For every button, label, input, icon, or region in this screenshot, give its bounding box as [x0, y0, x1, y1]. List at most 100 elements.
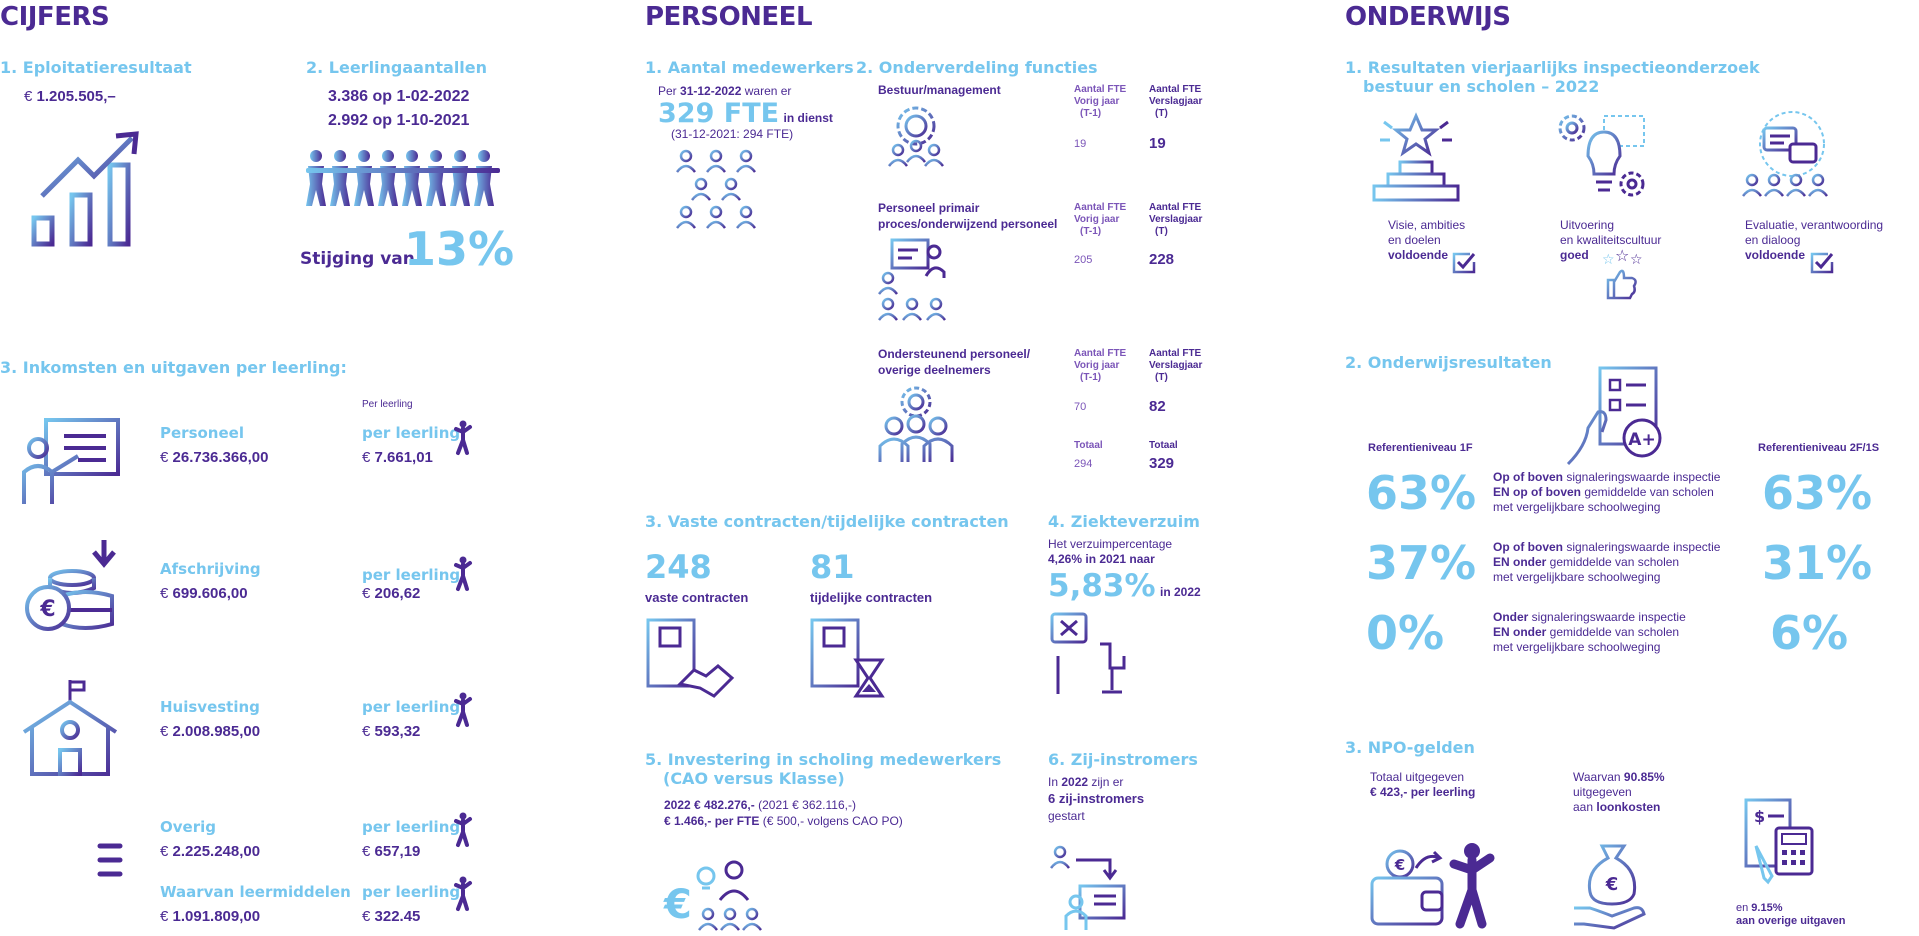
verzuim-line1: Het verzuimpercentage: [1048, 537, 1173, 551]
result-right-value: 63%: [1762, 466, 1873, 520]
result-right-value: 31%: [1762, 536, 1873, 590]
functie-cur-value: 228: [1149, 251, 1175, 268]
inkomsten-row-overig: Overig € 2.225.248,00: [160, 818, 261, 860]
stars-thumbs-up-icon: ☆ ☆ ☆: [1602, 246, 1643, 300]
tijdelijk-label: tijdelijke contracten: [810, 590, 933, 605]
functie-prev-value: 19: [1074, 138, 1087, 150]
leerlingen-line2: 2.992 op 1-10-2021: [328, 112, 470, 129]
inspectie-item-visie: Visie, ambities en doelen voldoende: [1388, 218, 1466, 262]
zij-line2: 6 zij-instromers: [1048, 791, 1145, 806]
empty-desk-icon: [1050, 612, 1128, 694]
functie-group-name: Personeel primair proces/onderwijzend per…: [878, 201, 1058, 231]
inspectie-item-evaluatie: Evaluatie, verantwoording en dialoog voldo…: [1745, 218, 1884, 262]
svg-text:☆: ☆: [1630, 252, 1643, 268]
support-staff-gear-icon: [878, 386, 954, 462]
student-figure-icon: [454, 690, 472, 727]
result-description: Op of boven signaleringswaarde inspectie…: [1493, 540, 1721, 584]
verzuim-value: 5,83% in 2022: [1048, 568, 1201, 604]
inspectie-title: 1. Resultaten vierjaarlijks inspectieond…: [1345, 58, 1760, 96]
cijfers-title: CIJFERS: [0, 2, 110, 32]
checkbox-checked-icon: [1452, 252, 1476, 274]
vast-label: vaste contracten: [645, 590, 749, 605]
functie-prev-value: 205: [1074, 254, 1093, 266]
inkomsten-row-personeel: Personeel € 26.736.366,00: [160, 424, 268, 466]
zij-line1: In 2022 zijn er: [1048, 775, 1124, 789]
contract-handshake-icon: [646, 618, 735, 698]
col-cur-header: Aantal FTE Verslagjaar (T): [1149, 84, 1203, 119]
totaal-prev-value: 294: [1074, 458, 1093, 470]
inkomsten-row-huisvesting: Huisvesting € 2.008.985,00: [160, 698, 261, 740]
result-left-value: 0%: [1366, 606, 1445, 660]
star-podium-icon: [1372, 112, 1460, 202]
per-leerling-leermiddelen: per leerling € 322.45: [362, 883, 461, 925]
vast-value: 248: [645, 548, 712, 586]
svg-text:A+: A+: [1628, 430, 1655, 450]
row-label: Personeel: [160, 424, 244, 442]
right-header: Referentieniveau 2F/1S: [1758, 442, 1880, 454]
functie-cur-value: 82: [1149, 398, 1166, 415]
lightbulb-gears-icon: [1558, 114, 1645, 197]
per-leerling-afschrijving: per leerling € 206,62: [362, 566, 461, 602]
medewerkers-title: 1. Aantal medewerkers: [645, 58, 854, 77]
teacher-class-icon: [877, 238, 947, 322]
student-figure-icon: [454, 418, 472, 455]
col-cur-header: Aantal FTE Verslagjaar (T): [1149, 202, 1203, 237]
scholing-line1: 2022 € 482.276,- (2021 € 362.116,-): [664, 798, 856, 812]
per-leerling-personeel: per leerling € 7.661,01: [362, 424, 461, 466]
totaal-cur-label: Totaal: [1149, 440, 1178, 451]
exploitatie-value: € 1.205.505,–: [24, 88, 116, 105]
money-bag-hand-icon: €: [1574, 844, 1646, 930]
svg-text:☆: ☆: [1615, 246, 1629, 265]
evaluation-dialog-icon: [1741, 111, 1829, 198]
personeel-title: PERSONEEL: [645, 2, 813, 32]
student-figure-icon: [454, 874, 472, 911]
fte-count: 329 FTE in dienst: [658, 98, 833, 129]
svg-text:€: €: [663, 882, 692, 928]
student-figure-large-icon: [1449, 843, 1495, 929]
test-grade-icon: A+: [1566, 366, 1662, 466]
left-header: Referentieniveau 1F: [1368, 442, 1473, 454]
result-left-value: 63%: [1366, 466, 1477, 520]
col-cur-header: Aantal FTE Verslagjaar (T): [1149, 348, 1203, 383]
inkomsten-row-afschrijving: Afschrijving € 699.606,00: [160, 560, 261, 602]
svg-text:$: $: [1754, 807, 1765, 826]
medewerkers-intro: Per 31-12-2022 waren er: [658, 84, 792, 98]
per-leerling-overig: per leerling € 657,19: [362, 818, 461, 860]
col-prev-header: Aantal FTE Vorig jaar (T-1): [1074, 202, 1127, 237]
resultaten-title: 2. Onderwijsresultaten: [1345, 353, 1552, 372]
inkomsten-row-leermiddelen: Waarvan leermiddelen € 1.091.809,00: [160, 883, 351, 925]
result-description: Onder signaleringswaarde inspectie EN ond…: [1493, 610, 1686, 654]
student-figure-icon: [454, 810, 472, 847]
inkomsten-title: 3. Inkomsten en uitgaven per leerling:: [0, 358, 347, 377]
npo-totaal: Totaal uitgegeven € 423,- per leerling: [1370, 770, 1476, 799]
stijging-label: Stijging van: [300, 249, 415, 269]
per-leerling-huisvesting: per leerling € 593,32: [362, 698, 461, 740]
row-amount: € 26.736.366,00: [160, 449, 269, 466]
scholing-title: 5. Investering in scholing medewerkers (C…: [645, 750, 1002, 788]
totaal-cur-value: 329: [1149, 455, 1175, 472]
svg-text:€: €: [1605, 874, 1619, 895]
invoice-calculator-icon: $: [1744, 798, 1814, 885]
functie-cur-value: 19: [1149, 135, 1166, 152]
student-figure-icon: [454, 554, 472, 591]
wallet-euro-icon: €: [1370, 849, 1444, 926]
npo-waarvan: Waarvan 90.85% uitgegeven aan loonkosten: [1573, 770, 1665, 814]
verzuim-title: 4. Ziekteverzuim: [1048, 512, 1200, 531]
checkbox-checked-icon: [1810, 252, 1834, 274]
functies-title: 2. Onderverdeling functies: [856, 58, 1098, 77]
leerlingen-line1: 3.386 op 1-02-2022: [328, 88, 470, 105]
coins-euro-icon: €: [25, 540, 116, 631]
zij-title: 6. Zij-instromers: [1048, 750, 1198, 769]
result-description: Op of boven signaleringswaarde inspectie…: [1493, 470, 1721, 514]
fte-previous: (31-12-2021: 294 FTE): [671, 127, 794, 141]
svg-text:€: €: [1394, 856, 1405, 874]
list-lines-icon: [21, 843, 123, 877]
svg-text:€: €: [39, 597, 55, 622]
presenter-board-icon: [22, 418, 120, 504]
tijdelijk-value: 81: [810, 548, 855, 586]
functie-group-name: Ondersteunend personeel/overige deelneme…: [878, 347, 1031, 377]
npo-overig: en 9.15% aan overige uitgaven: [1736, 902, 1846, 927]
svg-text:☆: ☆: [1602, 252, 1615, 268]
col-prev-header: Aantal FTE Vorig jaar (T-1): [1074, 84, 1127, 119]
contracten-title: 3. Vaste contracten/tijdelijke contracte…: [645, 512, 1009, 531]
